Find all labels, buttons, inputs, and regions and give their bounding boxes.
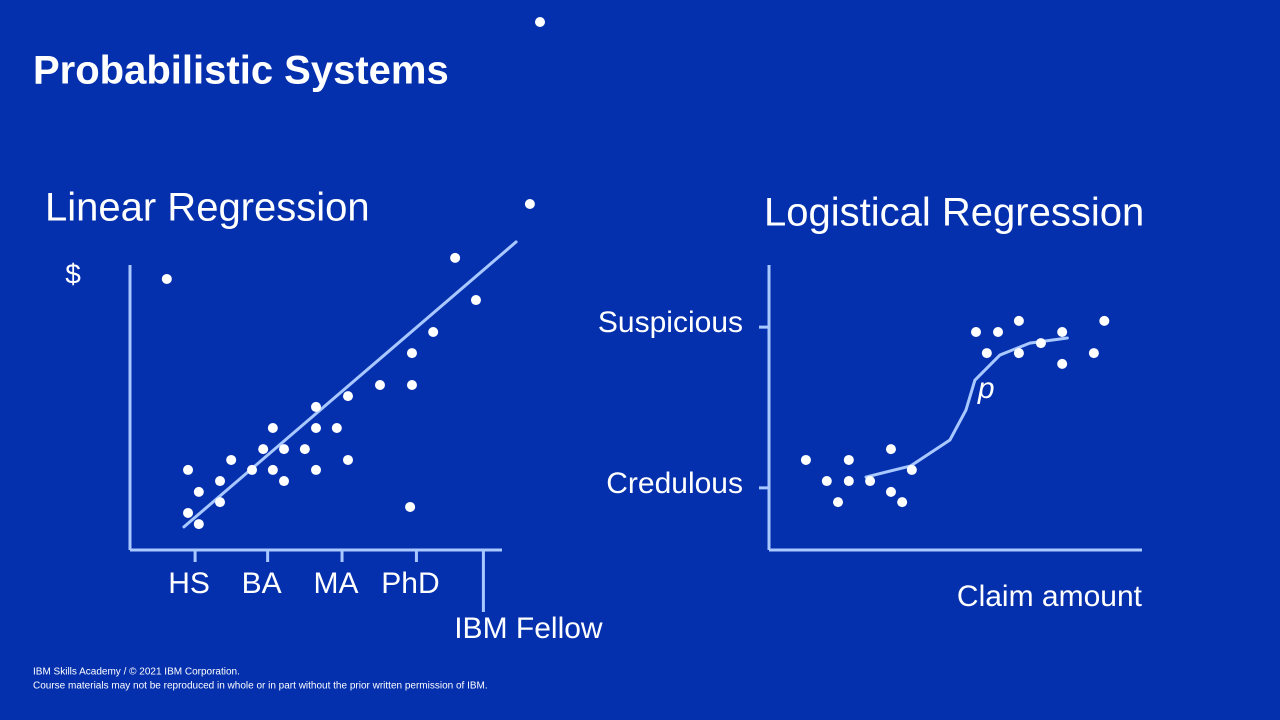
chart-title: Linear Regression [45, 186, 370, 230]
x-tick-label: HS [168, 567, 210, 600]
annotation: p [977, 372, 995, 405]
point [374, 379, 385, 390]
point [833, 497, 844, 508]
point [183, 507, 194, 518]
point [993, 326, 1004, 337]
point [1057, 326, 1068, 337]
fit-line [864, 336, 1069, 479]
point [311, 464, 321, 475]
point [865, 476, 876, 487]
x-axis-label: Claim amount [957, 580, 1143, 613]
point [342, 454, 353, 465]
slide-title: Probabilistic Systems [33, 49, 449, 93]
point [885, 444, 896, 455]
point [821, 476, 832, 487]
y-axis-label: $ [65, 258, 81, 289]
point [428, 326, 439, 337]
point [971, 326, 982, 337]
footer-line: IBM Skills Academy / © 2021 IBM Corporat… [33, 667, 240, 678]
point [299, 444, 310, 455]
y-tick-label: Suspicious [598, 306, 743, 339]
point [1013, 348, 1024, 359]
point [450, 252, 461, 263]
point [1088, 348, 1099, 359]
point [843, 454, 854, 465]
point [406, 379, 417, 390]
point [267, 464, 278, 475]
point [981, 348, 992, 359]
point [247, 464, 258, 475]
point [897, 497, 908, 508]
chart-title: Logistical Regression [764, 191, 1144, 235]
footer-line: Course materials may not be reproduced i… [33, 681, 488, 692]
x-tick-label: BA [242, 567, 282, 600]
x-tick-label: PhD [381, 567, 439, 600]
decor-dot [535, 17, 545, 27]
point [311, 401, 321, 412]
point [470, 295, 481, 306]
point [800, 454, 811, 465]
point [1035, 338, 1046, 349]
point [311, 423, 321, 434]
point [1013, 315, 1024, 326]
point [279, 476, 290, 487]
point [215, 497, 226, 508]
point [331, 423, 342, 434]
point [1057, 358, 1068, 369]
point [193, 486, 204, 497]
point [843, 476, 854, 487]
point [342, 391, 353, 402]
point [193, 519, 204, 530]
point [258, 444, 269, 455]
point [161, 273, 172, 284]
point [885, 486, 896, 497]
point [267, 423, 278, 434]
point [906, 464, 917, 475]
point [1099, 315, 1110, 326]
point [215, 476, 226, 487]
fit-line [182, 240, 518, 529]
point [524, 199, 535, 210]
point [183, 464, 194, 475]
point [279, 444, 290, 455]
x-tick-label: MA [314, 567, 359, 600]
x-tick-label: IBM Fellow [454, 612, 603, 645]
point [405, 501, 416, 512]
point [226, 454, 237, 465]
point [406, 348, 417, 359]
y-tick-label: Credulous [606, 467, 743, 500]
